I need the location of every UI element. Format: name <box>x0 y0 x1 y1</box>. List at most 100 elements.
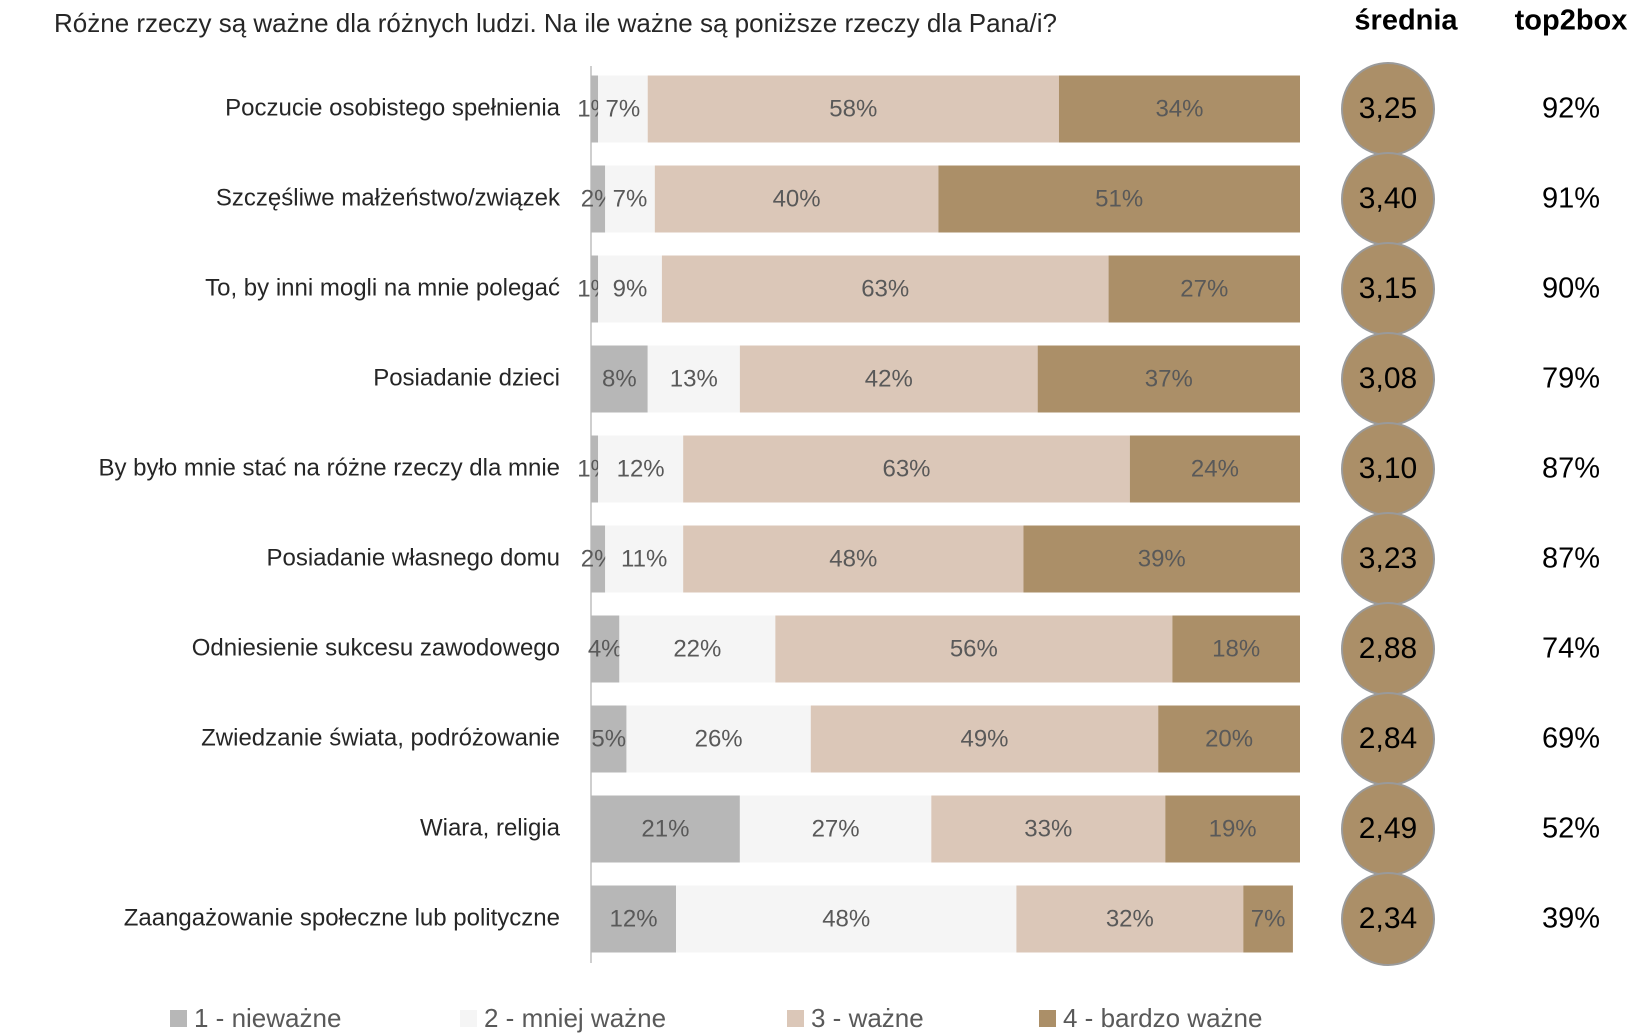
mean-circle <box>1341 872 1435 966</box>
data-label: 63% <box>882 455 930 482</box>
bar-segment <box>1172 615 1300 683</box>
bar-segment <box>591 255 599 323</box>
column-value: 2,88 <box>1359 632 1417 665</box>
data-label: 22% <box>673 635 721 662</box>
data-label: 21% <box>641 815 689 842</box>
data-label: 51% <box>1095 185 1143 212</box>
data-label: 27% <box>1180 275 1228 302</box>
bar-segment <box>1058 75 1300 143</box>
column-value: 79% <box>1542 363 1600 395</box>
legend-label: 1 - nieważne <box>194 1003 341 1033</box>
bar-segment <box>591 885 677 953</box>
category-label: Poczucie osobistego spełnienia <box>225 94 561 121</box>
category-label: Odniesienie sukcesu zawodowego <box>192 634 560 661</box>
column-value: 74% <box>1542 633 1600 665</box>
data-label: 5% <box>591 725 626 752</box>
column-value: 3,10 <box>1359 452 1417 485</box>
data-label: 49% <box>960 725 1008 752</box>
column-header: top2box <box>1515 5 1628 37</box>
bar-segment <box>591 345 648 413</box>
column-value: 3,25 <box>1359 92 1417 125</box>
data-label: 7% <box>606 95 641 122</box>
data-label: 11% <box>621 545 667 572</box>
bar-segment <box>1129 435 1300 503</box>
legend-label: 4 - bardzo ważne <box>1063 1003 1262 1033</box>
data-label: 34% <box>1155 95 1203 122</box>
bar-segment <box>654 165 939 233</box>
bar-segment <box>647 75 1059 143</box>
category-label: Szczęśliwe małżeństwo/związek <box>216 184 561 211</box>
data-label: 19% <box>1209 815 1257 842</box>
legend-label: 3 - ważne <box>811 1003 924 1033</box>
chart-title: Różne rzeczy są ważne dla różnych ludzi.… <box>54 8 1057 38</box>
column-value: 2,49 <box>1359 812 1417 845</box>
category-label: Posiadanie dzieci <box>373 364 560 391</box>
bar-segment <box>739 795 932 863</box>
data-label: 7% <box>613 185 648 212</box>
bar-segment <box>1158 705 1300 773</box>
bar-segment <box>605 525 684 593</box>
bar-segment <box>1243 885 1293 953</box>
data-label: 24% <box>1191 455 1239 482</box>
bar-segment <box>598 435 684 503</box>
bar-segment <box>1016 885 1244 953</box>
data-label: 4% <box>588 635 623 662</box>
bar-segment <box>683 435 1130 503</box>
bar-segment <box>591 435 599 503</box>
data-label: 7% <box>1251 905 1286 932</box>
legend-swatch <box>170 1010 187 1027</box>
bar-segment <box>598 255 662 323</box>
bar-segment <box>739 345 1038 413</box>
bar-segment <box>676 885 1017 953</box>
legend-swatch <box>1039 1010 1056 1027</box>
bar-segment <box>591 615 620 683</box>
data-label: 13% <box>670 365 718 392</box>
data-label: 8% <box>602 365 637 392</box>
data-label: 20% <box>1205 725 1253 752</box>
bar-segment <box>626 705 811 773</box>
data-label: 26% <box>695 725 743 752</box>
data-label: 37% <box>1145 365 1193 392</box>
data-label: 12% <box>610 905 658 932</box>
column-value: 90% <box>1542 273 1600 305</box>
data-label: 39% <box>1138 545 1186 572</box>
bar-segment <box>810 705 1159 773</box>
category-label: To, by inni mogli na mnie polegać <box>205 274 560 301</box>
data-label: 56% <box>950 635 998 662</box>
bar-segment <box>938 165 1300 233</box>
legend-label: 2 - mniej ważne <box>484 1003 666 1033</box>
data-label: 48% <box>822 905 870 932</box>
bar-segment <box>591 705 627 773</box>
column-value: 91% <box>1542 183 1600 215</box>
bar-segment <box>1037 345 1300 413</box>
data-label: 42% <box>865 365 913 392</box>
bar-segment <box>1165 795 1300 863</box>
column-value: 3,23 <box>1359 542 1417 575</box>
data-label: 18% <box>1212 635 1260 662</box>
data-label: 48% <box>829 545 877 572</box>
column-header: średnia <box>1354 5 1458 37</box>
bar-segment <box>647 345 740 413</box>
column-value: 92% <box>1542 93 1600 125</box>
data-label: 9% <box>613 275 648 302</box>
bar-segment <box>775 615 1173 683</box>
category-label: By było mnie stać na różne rzeczy dla mn… <box>98 454 560 481</box>
column-value: 69% <box>1542 723 1600 755</box>
legend-swatch <box>460 1010 477 1027</box>
column-value: 39% <box>1542 903 1600 935</box>
data-label: 12% <box>617 455 665 482</box>
bar-segment <box>591 75 599 143</box>
category-label: Zwiedzanie świata, podróżowanie <box>201 724 560 751</box>
data-label: 27% <box>812 815 860 842</box>
bar-segment <box>598 75 648 143</box>
data-label: 63% <box>861 275 909 302</box>
column-value: 3,40 <box>1359 182 1417 215</box>
column-value: 3,08 <box>1359 362 1417 395</box>
data-label: 40% <box>773 185 821 212</box>
bar-segment <box>1023 525 1300 593</box>
bar-segment <box>661 255 1109 323</box>
bar-segment <box>591 795 740 863</box>
category-label: Wiara, religia <box>420 814 561 841</box>
bar-segment <box>1108 255 1300 323</box>
